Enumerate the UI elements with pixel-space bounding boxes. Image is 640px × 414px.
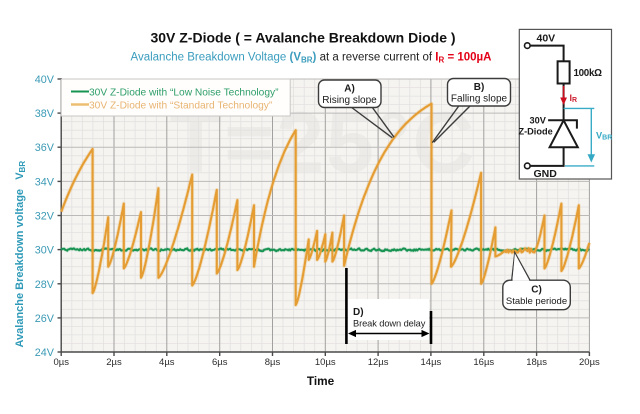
svg-text:40V: 40V bbox=[537, 33, 556, 45]
svg-text:100kΩ: 100kΩ bbox=[574, 68, 603, 79]
svg-text:A): A) bbox=[344, 84, 355, 95]
svg-text:38V: 38V bbox=[35, 108, 55, 120]
svg-text:6µs: 6µs bbox=[212, 357, 228, 368]
svg-text:Avalanche Breakdown Voltage (V: Avalanche Breakdown Voltage (VBR) at a r… bbox=[131, 52, 492, 65]
svg-text:18µs: 18µs bbox=[526, 357, 547, 368]
svg-text:Stable periode: Stable periode bbox=[506, 296, 567, 307]
svg-text:4µs: 4µs bbox=[159, 357, 175, 368]
svg-text:Break down delay: Break down delay bbox=[353, 319, 426, 329]
svg-text:28V: 28V bbox=[35, 279, 55, 291]
svg-text:B): B) bbox=[474, 82, 485, 93]
svg-text:Rising slope: Rising slope bbox=[322, 95, 377, 106]
svg-text:30V: 30V bbox=[35, 245, 55, 257]
svg-text:32V: 32V bbox=[35, 211, 55, 223]
svg-text:C): C) bbox=[531, 285, 542, 296]
svg-text:24V: 24V bbox=[35, 347, 55, 359]
svg-text:8µs: 8µs bbox=[265, 357, 281, 368]
svg-text:2µs: 2µs bbox=[106, 357, 122, 368]
svg-text:34V: 34V bbox=[35, 176, 55, 188]
svg-text:26V: 26V bbox=[35, 313, 55, 325]
svg-text:30V Z-Diode with “Low Noise Te: 30V Z-Diode with “Low Noise Technology” bbox=[89, 88, 279, 99]
svg-text:16µs: 16µs bbox=[473, 357, 494, 368]
svg-text:30V: 30V bbox=[530, 116, 547, 126]
svg-text:GND: GND bbox=[534, 168, 558, 180]
svg-text:D): D) bbox=[353, 307, 364, 318]
svg-text:IR: IR bbox=[570, 93, 578, 104]
svg-text:VBR: VBR bbox=[596, 131, 612, 142]
svg-text:10µs: 10µs bbox=[315, 357, 336, 368]
svg-text:12µs: 12µs bbox=[368, 357, 389, 368]
svg-text:Falling slope: Falling slope bbox=[451, 94, 508, 105]
svg-text:30V Z-Diode with “Standard Tec: 30V Z-Diode with “Standard Technology” bbox=[89, 101, 273, 112]
svg-text:Avalanche Breakdown voltage: Avalanche Breakdown voltage VBR bbox=[14, 161, 27, 348]
svg-text:30V Z-Diode ( = Avalanche Brea: 30V Z-Diode ( = Avalanche Breakdown Diod… bbox=[150, 30, 455, 46]
svg-text:0µs: 0µs bbox=[53, 357, 69, 368]
svg-text:40V: 40V bbox=[35, 74, 55, 86]
svg-text:36V: 36V bbox=[35, 142, 55, 154]
svg-text:Time: Time bbox=[307, 374, 335, 388]
svg-text:20µs: 20µs bbox=[579, 357, 600, 368]
svg-text:Z-Diode: Z-Diode bbox=[519, 127, 553, 137]
svg-text:14µs: 14µs bbox=[421, 357, 442, 368]
